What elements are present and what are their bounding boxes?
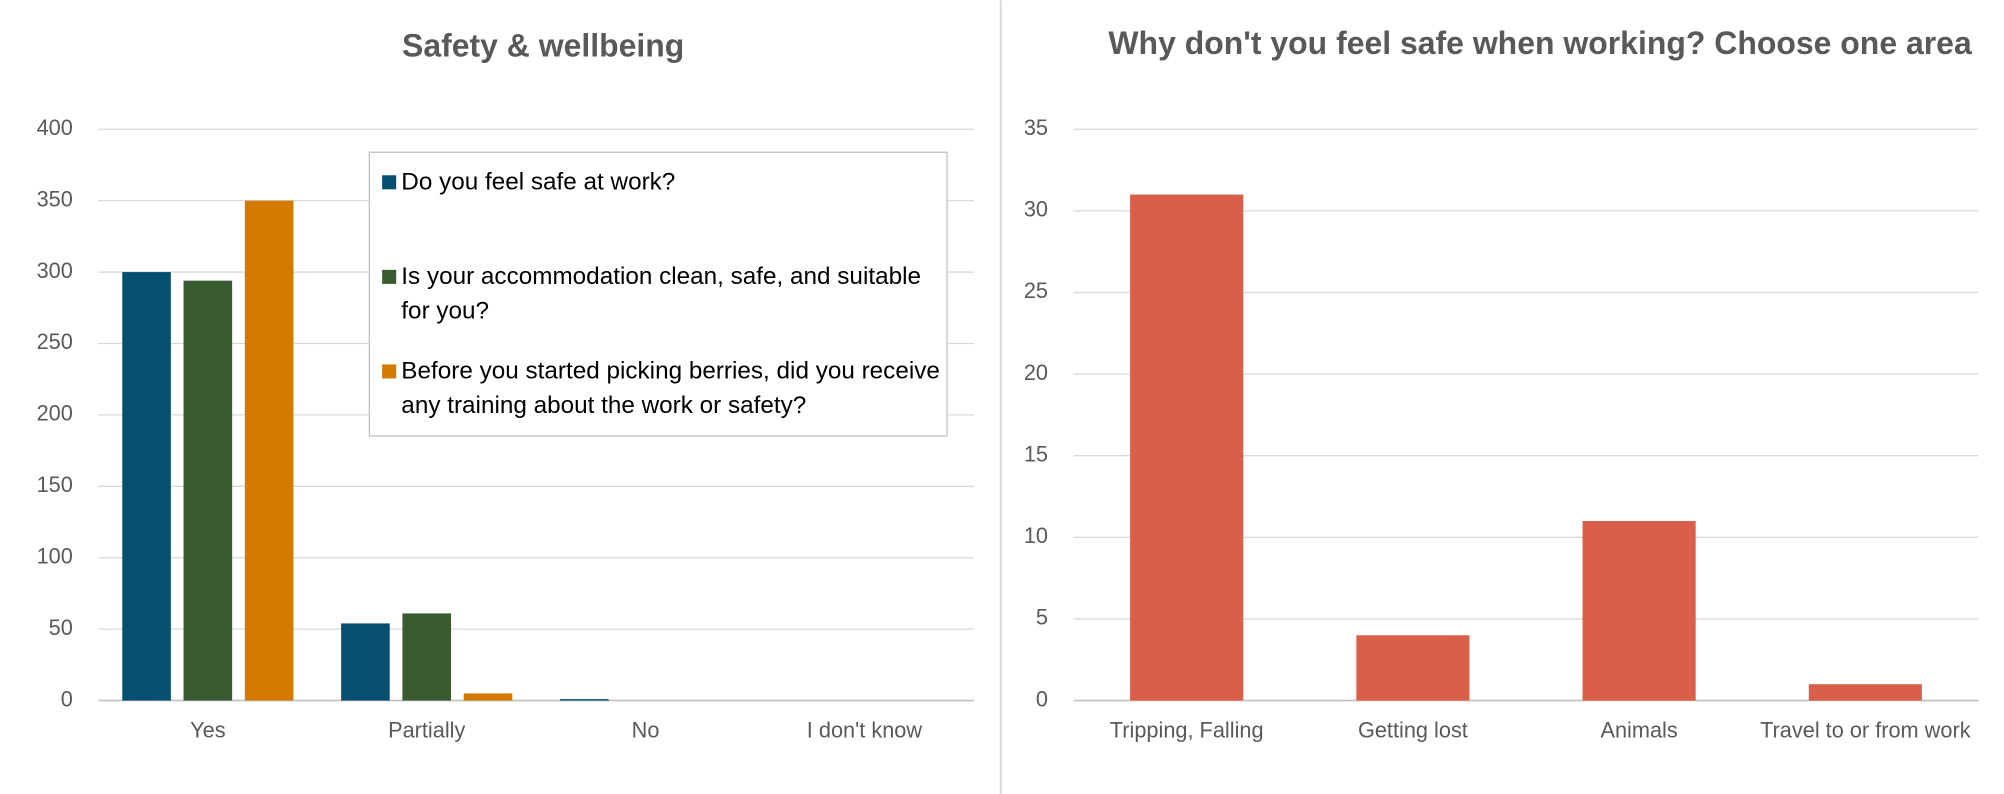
bar xyxy=(1808,684,1922,701)
legend-label: Do you feel safe at work? xyxy=(401,168,676,196)
y-tick-label: 30 xyxy=(1024,197,1048,222)
bar xyxy=(1356,635,1470,701)
x-tick-label-box: Tripping, Falling xyxy=(1109,718,1264,743)
legend-box xyxy=(368,151,948,437)
bar xyxy=(341,623,390,701)
y-tick-label: 300 xyxy=(37,258,73,283)
y-tick-label: 35 xyxy=(1024,115,1048,140)
chart-title: Safety & wellbeing xyxy=(402,28,685,65)
y-tick-label: 10 xyxy=(1024,523,1048,548)
y-tick-label: 150 xyxy=(37,472,73,497)
legend-label: Is your accommodation clean, safe, and s… xyxy=(401,263,922,325)
x-tick-label-box: Yes xyxy=(190,718,226,743)
legend-swatch xyxy=(382,269,397,284)
legend-swatch xyxy=(382,175,397,190)
legend-label-box: Before you started picking berries, did … xyxy=(401,358,940,420)
x-tick-label-box: Travel to or from work xyxy=(1760,718,1971,743)
bar xyxy=(463,693,513,701)
x-tick-label-box: Animals xyxy=(1600,718,1678,743)
legend-label-box: Is your accommodation clean, safe, and s… xyxy=(401,263,922,325)
x-tick-label: Getting lost xyxy=(1357,718,1468,743)
x-tick-label-box: I don't know xyxy=(806,718,923,743)
x-tick-label-box: No xyxy=(631,718,660,743)
bar xyxy=(560,699,609,701)
legend-swatch xyxy=(382,364,397,379)
x-tick-label-box: Partially xyxy=(388,718,466,743)
y-tick-label: 15 xyxy=(1024,441,1048,466)
y-tick-label: 100 xyxy=(37,543,73,568)
x-tick-label: No xyxy=(631,718,660,743)
chart-title-box: Safety & wellbeing xyxy=(402,28,685,65)
y-tick-label: 250 xyxy=(37,329,73,354)
x-tick-label: I don't know xyxy=(806,718,923,743)
y-tick-label: 200 xyxy=(37,401,73,426)
x-tick-label: Animals xyxy=(1600,718,1678,743)
y-tick-label: 25 xyxy=(1024,278,1048,303)
bar xyxy=(244,200,294,701)
bar xyxy=(1582,520,1696,701)
chart-title: Why don't you feel safe when working? Ch… xyxy=(1108,25,1972,62)
y-tick-label: 0 xyxy=(61,686,73,711)
bar xyxy=(1130,194,1244,701)
y-tick-label: 20 xyxy=(1024,360,1048,385)
x-tick-label: Partially xyxy=(388,718,466,743)
x-tick-label: Yes xyxy=(190,718,226,743)
y-tick-label: 5 xyxy=(1036,605,1048,630)
bar xyxy=(402,613,452,701)
legend-label-box: Do you feel safe at work? xyxy=(401,168,676,196)
legend-label: Before you started picking berries, did … xyxy=(401,358,940,420)
chart-title-box: Why don't you feel safe when working? Ch… xyxy=(1108,25,1972,62)
bar xyxy=(122,272,171,701)
x-tick-label-box: Getting lost xyxy=(1357,718,1468,743)
x-tick-label: Travel to or from work xyxy=(1760,718,1971,743)
y-tick-label: 50 xyxy=(49,615,73,640)
y-tick-label: 400 xyxy=(37,115,73,140)
y-tick-label: 350 xyxy=(37,186,73,211)
x-tick-label: Tripping, Falling xyxy=(1109,718,1264,743)
y-tick-label: 0 xyxy=(1036,686,1048,711)
bar xyxy=(183,280,233,701)
